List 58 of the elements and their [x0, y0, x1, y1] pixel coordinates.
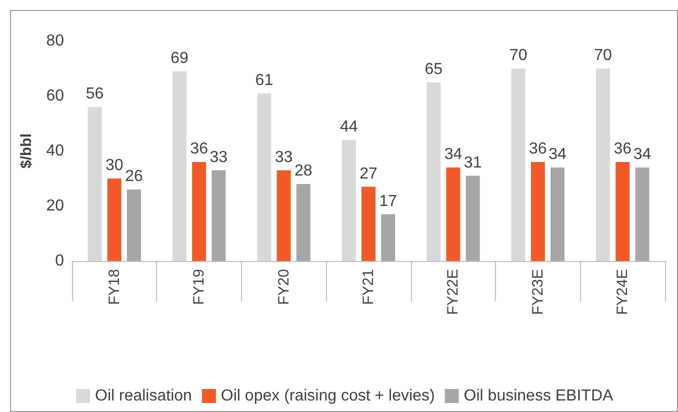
bar	[466, 176, 480, 261]
bar	[276, 170, 291, 261]
bar	[530, 162, 545, 261]
data-label: 31	[464, 154, 482, 172]
x-tick-label: FY21	[360, 269, 377, 305]
data-label: 26	[125, 168, 143, 185]
bar	[212, 170, 226, 261]
data-label: 61	[255, 72, 274, 89]
bar	[426, 82, 441, 261]
y-tick-label: 80	[46, 32, 64, 50]
data-label: 65	[424, 60, 443, 78]
bar	[550, 168, 565, 261]
data-label: 56	[86, 86, 104, 102]
y-axis-title: $/bbl	[18, 133, 35, 169]
bar	[257, 93, 272, 261]
x-tick-label: FY18	[106, 269, 123, 305]
legend-label: Oil realisation	[95, 388, 192, 404]
bar	[596, 68, 610, 261]
legend-label: Oil opex (raising cost + levies)	[220, 388, 435, 404]
bar	[342, 140, 356, 261]
legend-label: Oil business EBITDA	[464, 388, 614, 404]
y-tick-label: 20	[46, 198, 64, 214]
bar	[381, 214, 396, 261]
data-label: 70	[509, 47, 528, 64]
y-tick-label: 60	[46, 88, 64, 104]
data-label: 34	[444, 146, 462, 163]
x-tick-label: FY20	[275, 269, 292, 305]
data-label: 30	[105, 157, 124, 174]
x-tick-label: FY19	[190, 269, 208, 305]
data-label: 36	[190, 140, 208, 158]
data-label: 36	[529, 140, 547, 158]
data-label: 33	[274, 148, 293, 166]
y-tick-label: 0	[55, 252, 64, 270]
x-tick-label: FY22E	[444, 269, 462, 315]
bar	[126, 190, 141, 261]
bar	[296, 184, 310, 261]
bar	[88, 107, 102, 261]
bar	[172, 71, 186, 261]
bar	[107, 178, 122, 261]
bar	[616, 162, 630, 261]
data-label: 34	[633, 146, 652, 163]
bar	[511, 68, 526, 261]
data-label: 44	[340, 118, 358, 136]
data-label: 33	[210, 148, 228, 166]
data-label: 27	[360, 165, 378, 182]
data-label: 28	[294, 162, 312, 180]
bar	[446, 168, 460, 261]
y-tick-label: 40	[46, 142, 64, 160]
x-tick-label: FY24E	[614, 269, 632, 315]
bar	[635, 168, 650, 261]
data-label: 34	[548, 146, 567, 163]
data-label: 17	[379, 192, 398, 210]
data-label: 69	[170, 50, 188, 67]
bar	[192, 162, 206, 261]
data-label: 36	[614, 140, 632, 158]
x-tick-label: FY23E	[529, 269, 546, 315]
bar	[362, 186, 376, 261]
data-label: 70	[594, 47, 612, 64]
